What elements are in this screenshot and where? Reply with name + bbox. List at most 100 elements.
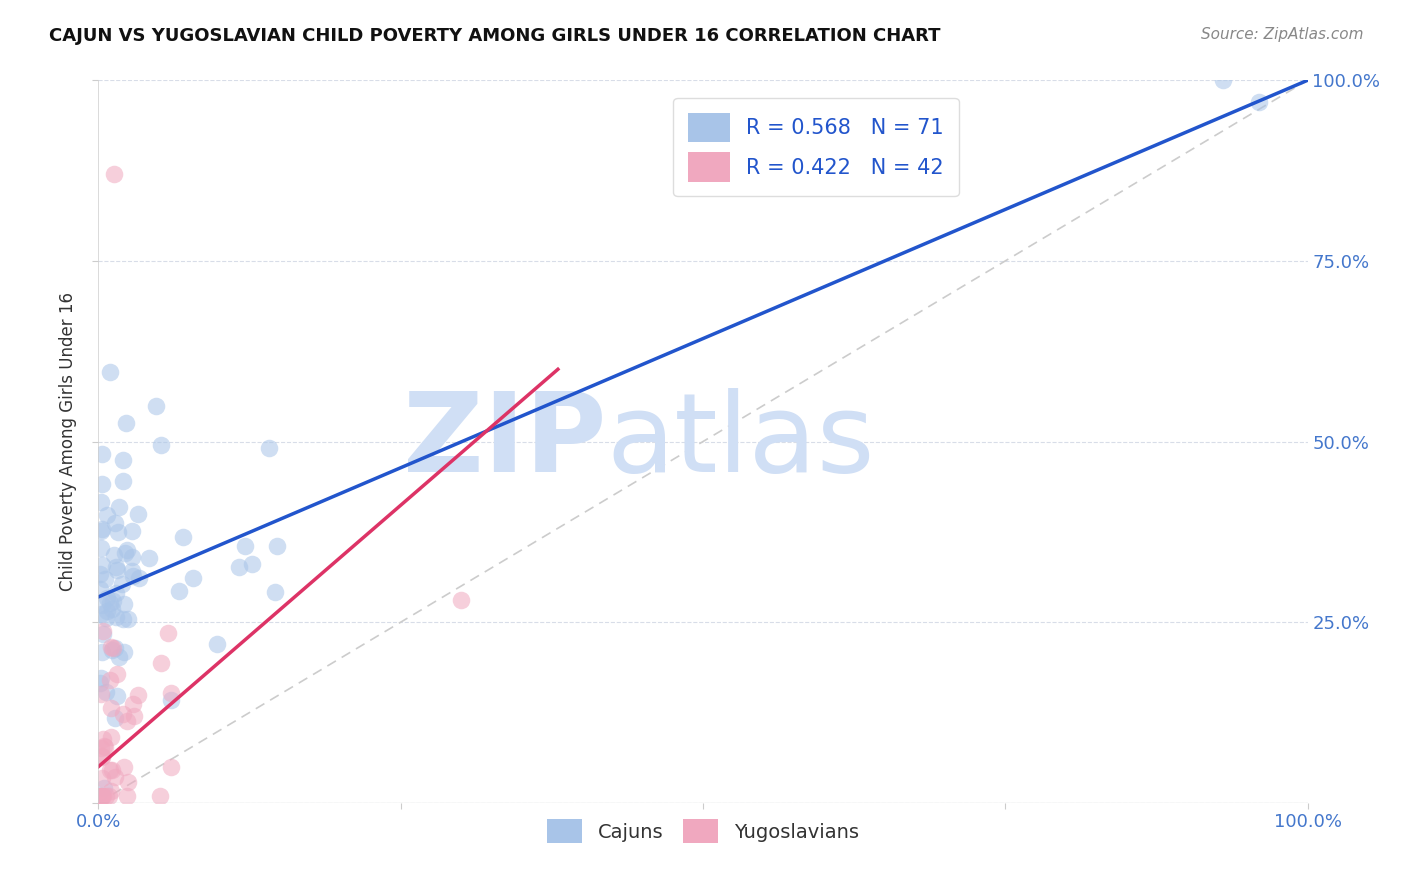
Point <box>98 673 121 688</box>
Point <box>89 789 111 803</box>
Point <box>100 701 122 715</box>
Point <box>112 645 135 659</box>
Point <box>121 564 143 578</box>
Point <box>91 523 114 537</box>
Point <box>114 546 136 560</box>
Point <box>450 593 472 607</box>
Point <box>266 539 288 553</box>
Point <box>94 739 117 754</box>
Point <box>233 539 256 553</box>
Point <box>94 789 117 803</box>
Point <box>100 763 122 777</box>
Point <box>93 739 115 754</box>
Point <box>90 598 112 612</box>
Point <box>91 789 114 803</box>
Point <box>149 789 172 803</box>
Point <box>91 627 114 641</box>
Point <box>112 707 135 722</box>
Text: ZIP: ZIP <box>404 388 606 495</box>
Point <box>117 612 139 626</box>
Point <box>90 541 112 555</box>
Point <box>98 763 121 777</box>
Text: CAJUN VS YUGOSLAVIAN CHILD POVERTY AMONG GIRLS UNDER 16 CORRELATION CHART: CAJUN VS YUGOSLAVIAN CHILD POVERTY AMONG… <box>49 27 941 45</box>
Legend: Cajuns, Yugoslavians: Cajuns, Yugoslavians <box>540 812 866 851</box>
Point <box>167 584 190 599</box>
Point <box>127 688 149 702</box>
Point <box>89 582 111 596</box>
Point <box>111 577 134 591</box>
Point <box>91 477 114 491</box>
Point <box>121 568 143 582</box>
Point <box>103 548 125 562</box>
Point <box>121 524 143 538</box>
Point <box>90 789 112 803</box>
Point <box>98 596 121 610</box>
Point <box>89 789 111 803</box>
Point <box>90 495 112 509</box>
Point <box>228 559 250 574</box>
Point <box>93 781 115 796</box>
Point <box>156 626 179 640</box>
Point <box>90 524 112 539</box>
Point <box>104 640 127 655</box>
Point <box>90 741 112 756</box>
Point <box>240 557 263 571</box>
Point <box>96 591 118 606</box>
Point <box>104 770 127 784</box>
Point <box>128 571 150 585</box>
Point <box>104 560 127 574</box>
Point <box>103 167 125 181</box>
Point <box>91 749 114 764</box>
Point <box>98 365 121 379</box>
Point <box>91 789 114 803</box>
Point <box>108 649 131 664</box>
Point <box>122 708 145 723</box>
Point <box>91 624 114 639</box>
Point <box>107 525 129 540</box>
Point <box>103 641 125 656</box>
Point <box>94 611 117 625</box>
Point <box>90 672 112 686</box>
Point <box>96 604 118 618</box>
Point <box>101 601 124 615</box>
Point <box>117 775 139 789</box>
Point <box>89 567 111 582</box>
Point <box>149 438 172 452</box>
Point <box>112 474 135 488</box>
Point <box>104 585 127 599</box>
Point <box>89 675 111 690</box>
Y-axis label: Child Poverty Among Girls Under 16: Child Poverty Among Girls Under 16 <box>59 292 77 591</box>
Point <box>91 447 114 461</box>
Point <box>96 508 118 522</box>
Point <box>91 771 114 785</box>
Point <box>159 693 181 707</box>
Point <box>105 563 128 577</box>
Point <box>159 760 181 774</box>
Point <box>1249 95 1271 109</box>
Point <box>111 453 134 467</box>
Point <box>100 640 122 655</box>
Point <box>264 584 287 599</box>
Point <box>257 441 280 455</box>
Point <box>91 749 114 764</box>
Point <box>114 416 136 430</box>
Point <box>150 656 173 670</box>
Point <box>112 760 135 774</box>
Text: atlas: atlas <box>606 388 875 495</box>
Point <box>104 610 127 624</box>
Point <box>105 666 128 681</box>
Point <box>159 686 181 700</box>
Point <box>127 508 149 522</box>
Point <box>100 784 122 798</box>
Point <box>115 789 138 803</box>
Point <box>91 731 114 746</box>
Point <box>98 789 121 803</box>
Point <box>90 607 112 621</box>
Point <box>94 572 117 586</box>
Point <box>1212 73 1234 87</box>
Point <box>121 697 143 711</box>
Text: Source: ZipAtlas.com: Source: ZipAtlas.com <box>1201 27 1364 42</box>
Point <box>114 598 136 612</box>
Point <box>96 684 118 698</box>
Point <box>105 689 128 703</box>
